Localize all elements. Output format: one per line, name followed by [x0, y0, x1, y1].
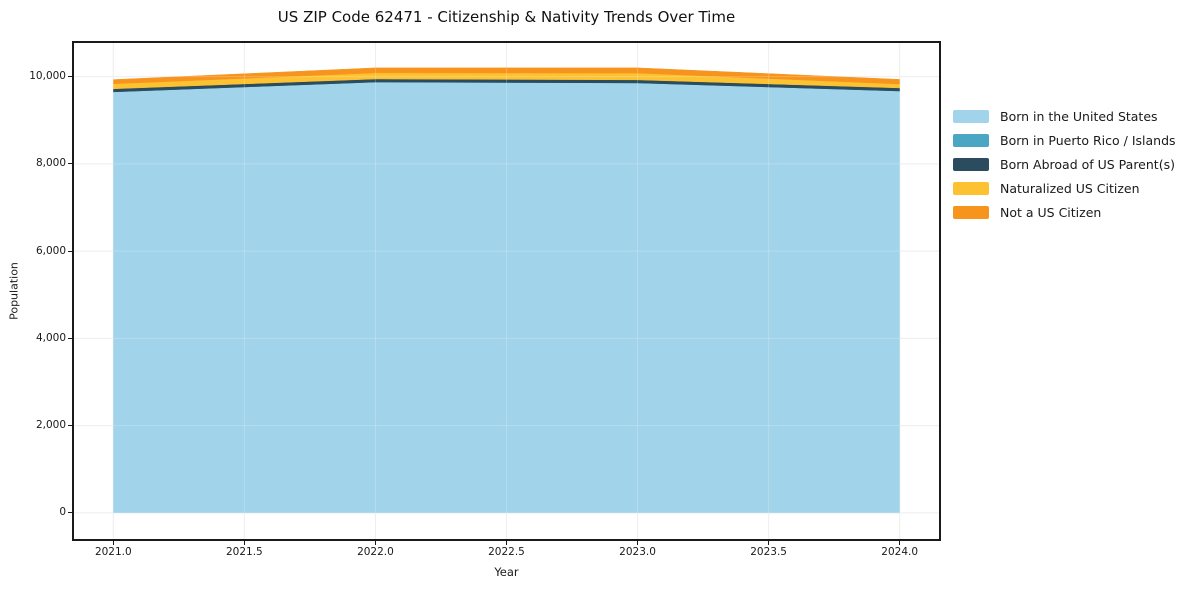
y-tick-mark — [68, 76, 72, 78]
y-tick-mark — [68, 512, 72, 514]
x-tick-label: 2022.0 — [357, 546, 394, 558]
plot-area — [72, 41, 941, 541]
y-tick-label: 8,000 — [35, 157, 66, 170]
x-tick-label: 2021.5 — [226, 546, 263, 558]
legend-label: Not a US Citizen — [1000, 204, 1102, 220]
x-tick-mark — [899, 541, 901, 545]
x-axis-label: Year — [494, 565, 519, 579]
x-tick-label: 2022.5 — [488, 546, 525, 558]
plot-svg — [74, 43, 939, 539]
legend-item: Born in the United States — [953, 104, 1176, 128]
x-tick-mark — [112, 541, 114, 545]
x-tick-mark — [374, 541, 376, 545]
y-axis-label: Population — [7, 262, 21, 320]
y-tick-mark — [68, 337, 72, 339]
legend-label: Born in Puerto Rico / Islands — [1000, 132, 1176, 148]
x-tick-mark — [506, 541, 507, 545]
legend-swatch — [953, 205, 989, 219]
y-tick-label: 2,000 — [35, 419, 66, 432]
legend-swatch — [953, 157, 989, 171]
legend-label: Born in the United States — [1000, 108, 1158, 124]
legend-swatch — [953, 133, 989, 147]
chart-title: US ZIP Code 62471 - Citizenship & Nativi… — [277, 8, 736, 26]
legend: Born in the United States Born in Puerto … — [953, 104, 1176, 224]
x-tick-label: 2023.5 — [750, 546, 787, 558]
y-tick-label: 6,000 — [35, 244, 66, 257]
legend-item: Not a US Citizen — [953, 200, 1176, 224]
legend-item: Naturalized US Citizen — [953, 176, 1176, 200]
y-tick-label: 10,000 — [29, 70, 66, 83]
legend-label: Born Abroad of US Parent(s) — [1000, 156, 1175, 172]
y-tick-label: 4,000 — [35, 331, 66, 344]
y-tick-mark — [68, 250, 72, 252]
y-tick-label: 0 — [59, 506, 66, 519]
legend-item: Born Abroad of US Parent(s) — [953, 152, 1176, 176]
legend-label: Naturalized US Citizen — [1000, 180, 1140, 196]
x-tick-mark — [637, 541, 639, 545]
legend-swatch — [953, 109, 989, 123]
legend-swatch — [953, 181, 989, 195]
x-tick-mark — [243, 541, 245, 545]
legend-item: Born in Puerto Rico / Islands — [953, 128, 1176, 152]
x-tick-mark — [768, 541, 770, 545]
x-tick-label: 2023.0 — [619, 546, 656, 558]
x-tick-label: 2024.0 — [881, 546, 919, 558]
y-tick-mark — [68, 425, 72, 427]
area-series — [113, 67, 900, 85]
x-tick-label: 2021.0 — [94, 546, 132, 558]
y-tick-mark — [68, 163, 72, 165]
